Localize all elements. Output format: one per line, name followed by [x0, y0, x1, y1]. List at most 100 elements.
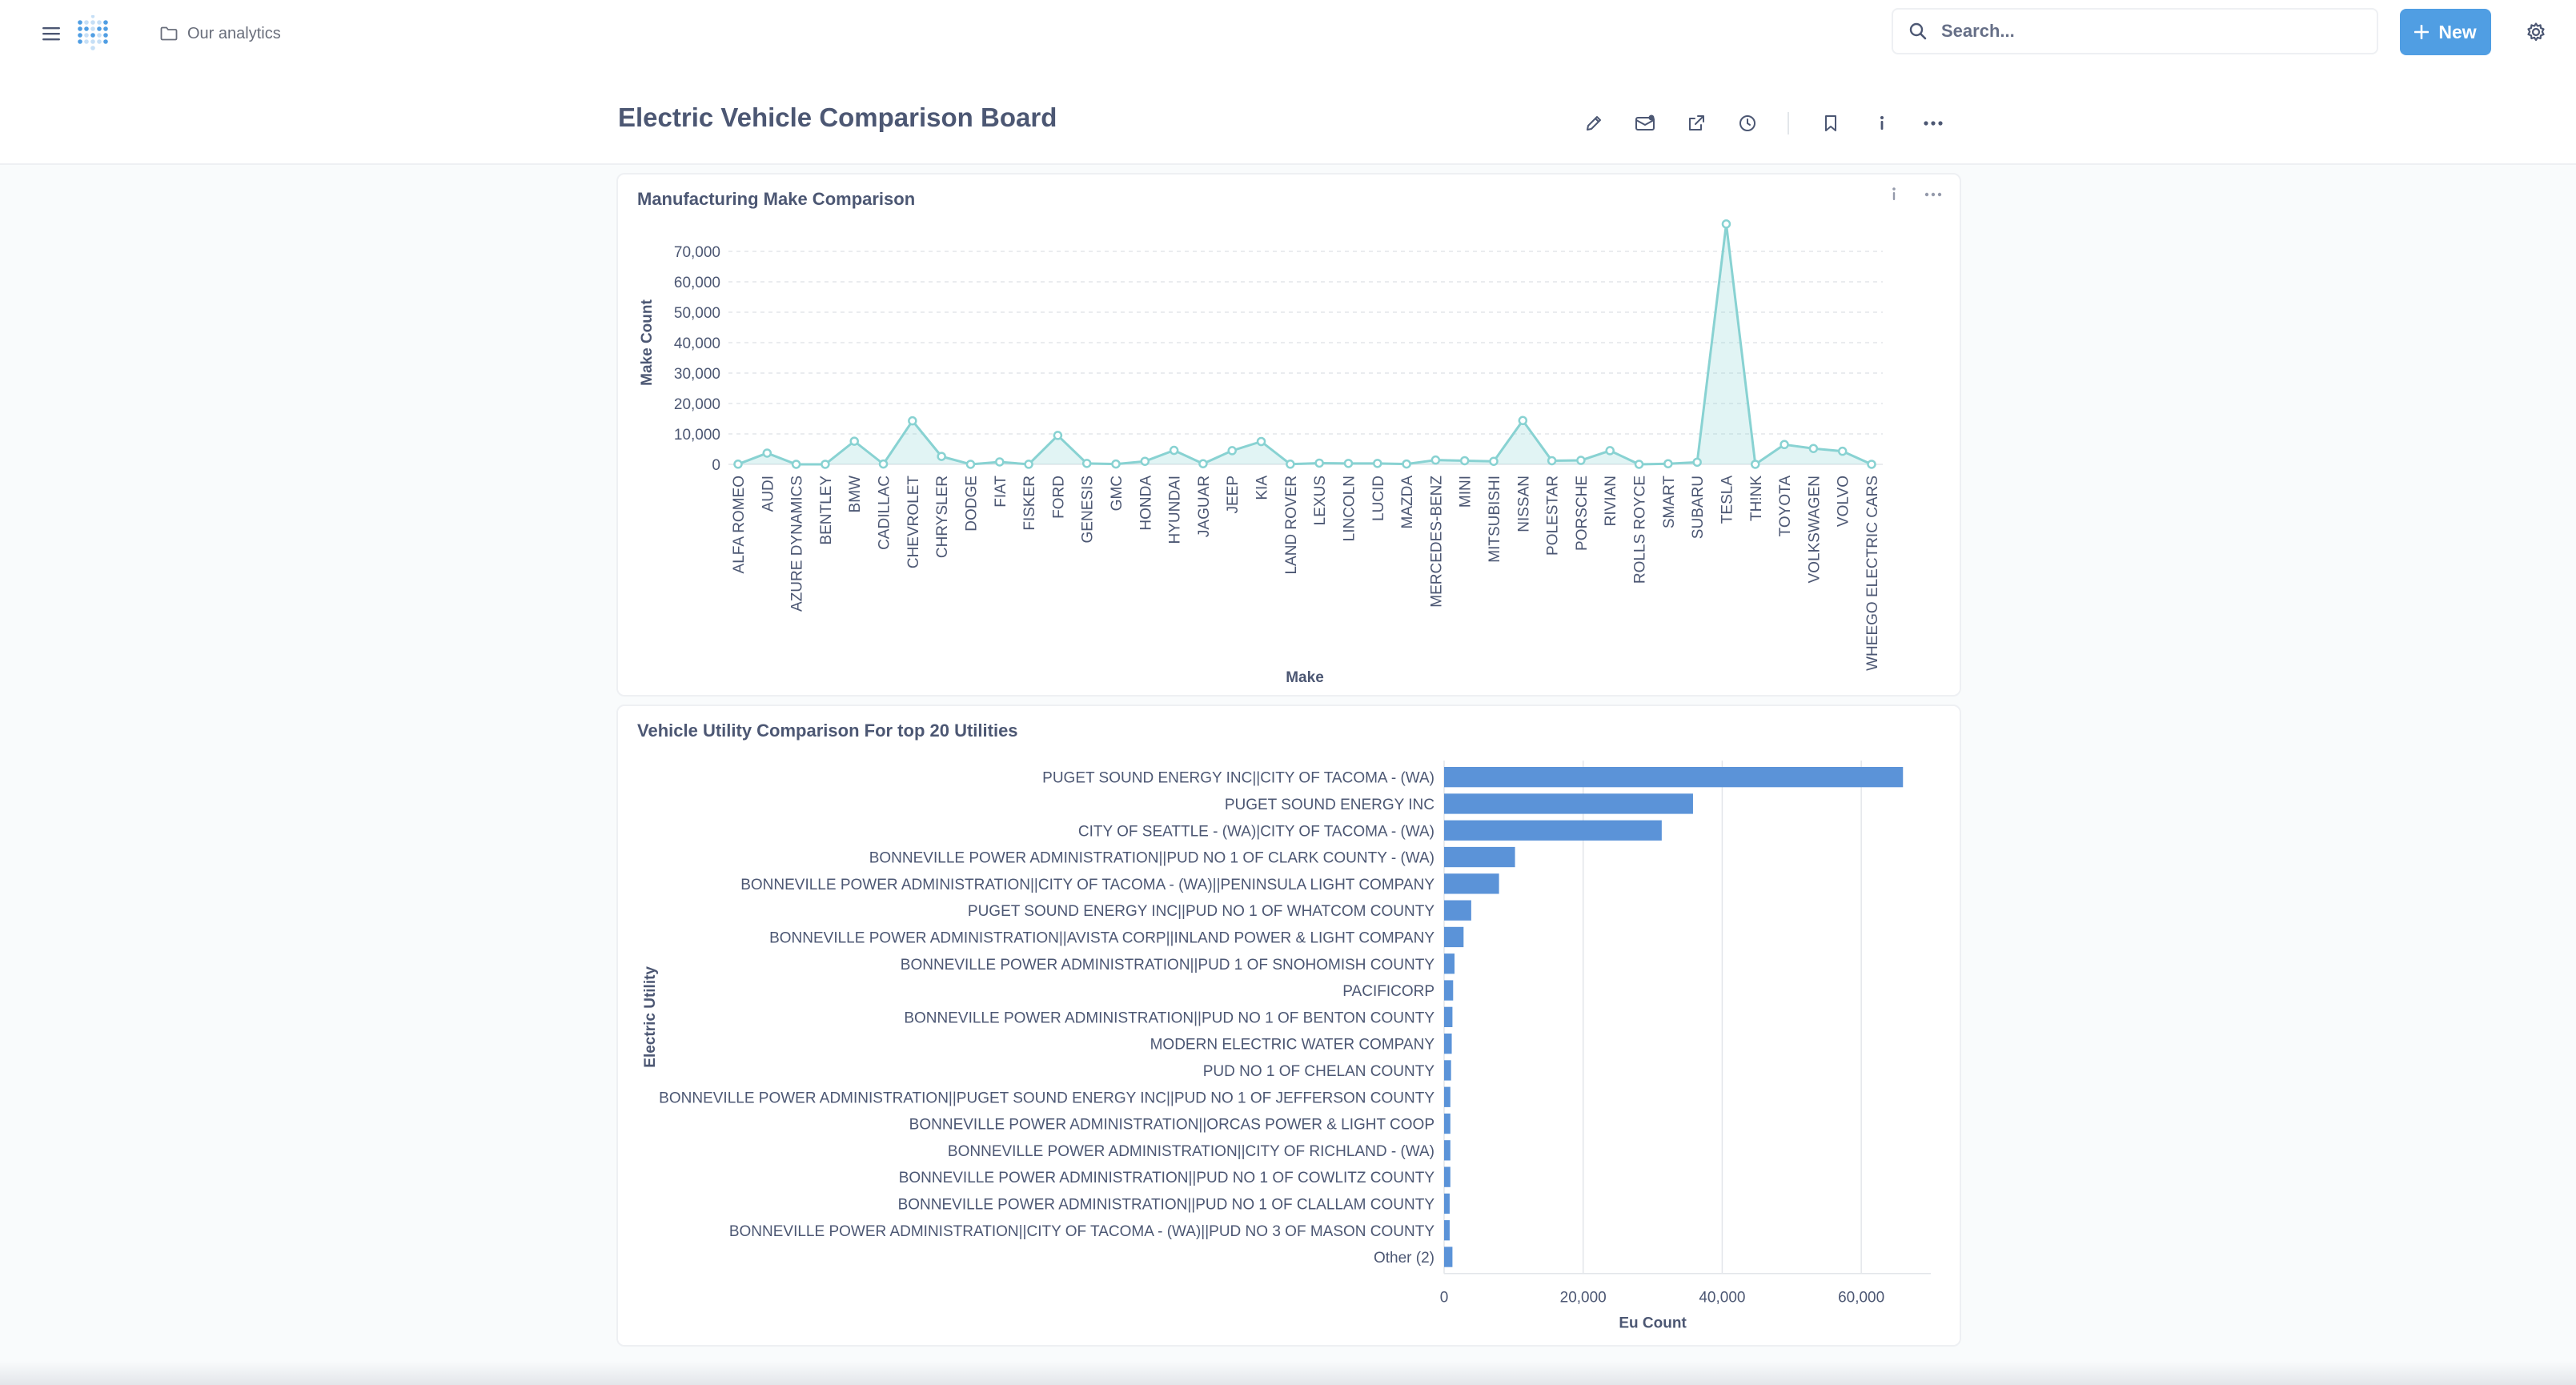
- x-tick-label: LUCID: [1370, 476, 1387, 521]
- x-tick-label: GENESIS: [1080, 476, 1097, 543]
- x-tick-label: SUBARU: [1690, 476, 1707, 539]
- make-comparison-card[interactable]: Manufacturing Make Comparison 0 10,000 20,…: [616, 173, 1961, 697]
- breadcrumb[interactable]: Our analytics: [160, 18, 281, 50]
- x-axis-label: Make: [1286, 669, 1324, 686]
- y-tick-label: BONNEVILLE POWER ADMINISTRATION||CITY OF…: [729, 1223, 1434, 1240]
- data-point: [1808, 444, 1819, 453]
- y-tick-label: 20,000: [674, 396, 720, 413]
- data-point: [1751, 460, 1760, 469]
- data-point: [791, 460, 801, 469]
- data-point: [1721, 219, 1731, 229]
- x-tick-label: 0: [1440, 1290, 1449, 1307]
- series-line: [737, 223, 1872, 466]
- data-point: [1867, 460, 1876, 469]
- share-icon: [1689, 115, 1704, 130]
- x-tick-label: BENTLEY: [818, 476, 835, 545]
- card-title[interactable]: Manufacturing Make Comparison: [637, 189, 916, 209]
- utility-comparison-card[interactable]: Vehicle Utility Comparison For top 20 Ut…: [616, 705, 1961, 1347]
- gear-icon: [2527, 22, 2545, 42]
- search-icon: [1909, 22, 1927, 40]
- data-point: [1198, 459, 1208, 468]
- dashboard-title[interactable]: Electric Vehicle Comparison Board: [618, 102, 1057, 132]
- data-point: [1227, 446, 1237, 456]
- metabase-logo[interactable]: [75, 14, 114, 53]
- card-title[interactable]: Vehicle Utility Comparison For top 20 Ut…: [637, 721, 1018, 741]
- bar: [1444, 1060, 1451, 1081]
- x-tick-label: AUDI: [760, 476, 776, 512]
- x-tick-label: 20,000: [1560, 1290, 1607, 1307]
- sidebar-toggle-button[interactable]: [35, 18, 67, 50]
- auto-refresh-button[interactable]: [1725, 101, 1770, 146]
- bar: [1444, 1193, 1450, 1214]
- data-point: [1373, 459, 1382, 468]
- bar: [1444, 926, 1464, 948]
- x-tick-label: PORSCHE: [1574, 476, 1591, 551]
- x-tick-label: CHEVROLET: [905, 476, 922, 569]
- info-button[interactable]: [1860, 101, 1904, 146]
- edit-dashboard-button[interactable]: [1571, 101, 1616, 146]
- x-axis-label: Eu Count: [1619, 1315, 1687, 1332]
- x-tick-label: MINI: [1458, 476, 1475, 508]
- share-button[interactable]: [1674, 101, 1719, 146]
- bar: [1444, 1086, 1451, 1107]
- y-tick-label: BONNEVILLE POWER ADMINISTRATION||CITY OF…: [948, 1143, 1434, 1160]
- bar: [1444, 1220, 1450, 1241]
- card-actions: [1889, 186, 1942, 203]
- bar: [1444, 846, 1515, 868]
- breadcrumb-collection-label: Our analytics: [187, 24, 281, 42]
- data-point: [1314, 458, 1324, 468]
- make-comparison-chart: 0 10,000 20,000 30,000 40,000 50,000 60,000 70,…: [639, 219, 1883, 686]
- more-options-button[interactable]: [1911, 101, 1956, 146]
- data-point: [1343, 459, 1354, 468]
- data-point: [1605, 446, 1615, 456]
- x-tick-label: NISSAN: [1515, 476, 1532, 532]
- data-point: [733, 460, 743, 469]
- hamburger-icon: [42, 27, 60, 41]
- x-tick-label: POLESTAR: [1545, 476, 1562, 556]
- data-point: [1081, 459, 1092, 468]
- data-point: [1692, 457, 1702, 468]
- data-point: [1256, 436, 1266, 447]
- y-tick-label: PUD NO 1 OF CHELAN COUNTY: [1203, 1063, 1435, 1080]
- x-tick-label: RIVIAN: [1603, 476, 1619, 526]
- ellipsis-icon[interactable]: [1924, 191, 1942, 198]
- y-tick-label: 70,000: [674, 244, 720, 261]
- y-tick-label: BONNEVILLE POWER ADMINISTRATION||PUD NO …: [904, 1010, 1434, 1026]
- settings-button[interactable]: [2520, 16, 2552, 48]
- bar: [1444, 1140, 1451, 1161]
- new-button[interactable]: New: [2400, 9, 2491, 55]
- data-point: [1111, 459, 1121, 469]
- data-point: [1547, 456, 1557, 466]
- x-tick-label: ROLLS ROYCE: [1632, 476, 1649, 584]
- x-tick-label: CHRYSLER: [934, 476, 951, 558]
- y-axis-label: Make Count: [639, 299, 656, 385]
- x-tick-label: BMW: [847, 476, 864, 513]
- x-tick-label: WHEEGO ELECTRIC CARS: [1864, 476, 1881, 671]
- subscriptions-button[interactable]: [1623, 101, 1667, 146]
- new-button-label: New: [2438, 21, 2477, 42]
- y-tick-label: CITY OF SEATTLE - (WA)|CITY OF TACOMA - …: [1078, 823, 1434, 840]
- y-tick-label: 40,000: [674, 335, 720, 352]
- bar: [1444, 820, 1662, 841]
- data-point: [1053, 431, 1063, 440]
- data-point: [1634, 460, 1644, 469]
- bar: [1444, 980, 1454, 1001]
- info-icon[interactable]: [1889, 186, 1899, 203]
- data-point: [1430, 455, 1441, 465]
- search-bar[interactable]: [1892, 8, 2378, 54]
- bar: [1444, 1006, 1453, 1027]
- x-tick-label: AZURE DYNAMICS: [789, 476, 806, 612]
- y-tick-label: BONNEVILLE POWER ADMINISTRATION||PUD NO …: [898, 1196, 1435, 1213]
- bookmark-button[interactable]: [1808, 101, 1853, 146]
- y-tick-label: 60,000: [674, 275, 720, 291]
- y-tick-label: BONNEVILLE POWER ADMINISTRATION||PUD NO …: [899, 1170, 1435, 1186]
- y-tick-label: BONNEVILLE POWER ADMINISTRATION||CITY OF…: [740, 877, 1434, 893]
- clock-icon: [1739, 115, 1755, 131]
- bar: [1444, 1034, 1452, 1054]
- search-input[interactable]: [1940, 20, 2359, 42]
- data-point: [849, 436, 859, 446]
- logo-icon: [78, 15, 108, 50]
- utility-comparison-chart: 0 20,000 40,000 60,000 PUGET SOUND ENERGY IN…: [642, 761, 1931, 1332]
- x-tick-label: MAZDA: [1399, 476, 1416, 529]
- x-tick-label: FISKER: [1021, 476, 1038, 531]
